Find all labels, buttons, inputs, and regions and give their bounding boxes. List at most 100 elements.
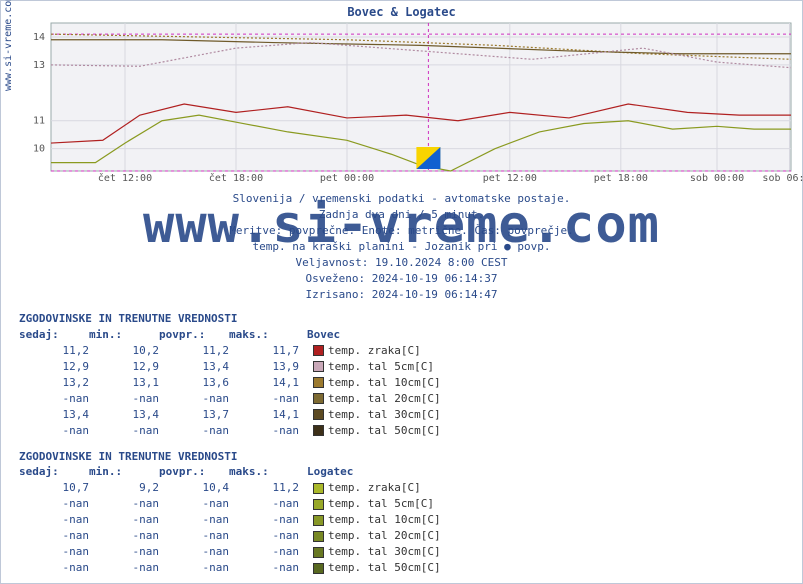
x-tick-label: pet 18:00: [594, 173, 648, 184]
table-row: 11,210,211,211,7temp. zraka[C]: [19, 343, 441, 359]
series-label: temp. tal 30cm[C]: [328, 407, 441, 423]
caption-line: Veljavnost: 19.10.2024 8:00 CEST: [1, 255, 802, 271]
table-row: -nan-nan-nan-nantemp. tal 20cm[C]: [19, 528, 441, 544]
table-cell: 14,1: [229, 407, 299, 423]
series-swatch: [313, 483, 324, 494]
table-col-header: povpr.:: [159, 464, 229, 480]
table-cell: -nan: [159, 544, 229, 560]
svg-text:14: 14: [33, 32, 45, 43]
table-cell: -nan: [229, 496, 299, 512]
caption-block: Slovenija / vremenski podatki - avtomats…: [1, 191, 802, 303]
table-cell: 13,4: [19, 407, 89, 423]
table-header-row: sedaj:min.:povpr.:maks.:Bovec: [19, 327, 441, 343]
table-cell: -nan: [229, 560, 299, 576]
series-label: temp. zraka[C]: [328, 343, 421, 359]
table-title: ZGODOVINSKE IN TRENUTNE VREDNOSTI: [19, 311, 441, 327]
series-label: temp. tal 20cm[C]: [328, 391, 441, 407]
table-cell: 13,6: [159, 375, 229, 391]
caption-line: Slovenija / vremenski podatki - avtomats…: [1, 191, 802, 207]
table-station-label: Logatec: [299, 464, 353, 480]
table-cell: -nan: [19, 496, 89, 512]
series-label: temp. tal 20cm[C]: [328, 528, 441, 544]
data-tables: ZGODOVINSKE IN TRENUTNE VREDNOSTIsedaj:m…: [19, 311, 441, 576]
svg-text:10: 10: [33, 144, 45, 155]
table-row: -nan-nan-nan-nantemp. tal 10cm[C]: [19, 512, 441, 528]
svg-text:13: 13: [33, 60, 45, 71]
caption-line: Izrisano: 2024-10-19 06:14:47: [1, 287, 802, 303]
table-cell: -nan: [159, 528, 229, 544]
table-row: -nan-nan-nan-nantemp. tal 50cm[C]: [19, 423, 441, 439]
table-cell: 11,7: [229, 343, 299, 359]
table-cell: 10,7: [19, 480, 89, 496]
table-col-header: sedaj:: [19, 464, 89, 480]
table-row: -nan-nan-nan-nantemp. tal 5cm[C]: [19, 496, 441, 512]
series-swatch: [313, 361, 324, 372]
table-cell: -nan: [19, 423, 89, 439]
table-cell: -nan: [229, 528, 299, 544]
table-cell: -nan: [159, 560, 229, 576]
table-cell: 13,2: [19, 375, 89, 391]
table-cell: 10,2: [89, 343, 159, 359]
table-cell: -nan: [89, 560, 159, 576]
series-swatch: [313, 515, 324, 526]
table-cell: 14,1: [229, 375, 299, 391]
x-tick-label: pet 00:00: [320, 173, 374, 184]
series-label: temp. tal 50cm[C]: [328, 560, 441, 576]
table-col-header: sedaj:: [19, 327, 89, 343]
table-row: 13,413,413,714,1temp. tal 30cm[C]: [19, 407, 441, 423]
series-swatch: [313, 409, 324, 420]
table-cell: -nan: [89, 391, 159, 407]
table-cell: 13,4: [159, 359, 229, 375]
x-tick-label: čet 18:00: [209, 173, 263, 184]
series-label: temp. tal 30cm[C]: [328, 544, 441, 560]
table-cell: 13,1: [89, 375, 159, 391]
table-header-row: sedaj:min.:povpr.:maks.:Logatec: [19, 464, 441, 480]
table-cell: -nan: [89, 423, 159, 439]
caption-line: temp. na kraški planini - Jozanik pri ● …: [1, 239, 802, 255]
series-swatch: [313, 531, 324, 542]
table-cell: -nan: [19, 391, 89, 407]
table-cell: 11,2: [19, 343, 89, 359]
table-cell: 12,9: [19, 359, 89, 375]
table-cell: 13,7: [159, 407, 229, 423]
caption-line: Meritve: povprečne. Enote: metrične. Čas…: [1, 223, 802, 239]
table-cell: -nan: [89, 512, 159, 528]
table-cell: -nan: [159, 512, 229, 528]
table-cell: -nan: [89, 496, 159, 512]
table-cell: -nan: [89, 528, 159, 544]
table-row: -nan-nan-nan-nantemp. tal 20cm[C]: [19, 391, 441, 407]
table-cell: 10,4: [159, 480, 229, 496]
table-cell: -nan: [159, 391, 229, 407]
line-chart: 10111314: [51, 23, 791, 171]
series-label: temp. zraka[C]: [328, 480, 421, 496]
x-tick-label: sob 00:00: [690, 173, 744, 184]
series-swatch: [313, 393, 324, 404]
caption-line: Osveženo: 2024-10-19 06:14:37: [1, 271, 802, 287]
table-col-header: maks.:: [229, 327, 299, 343]
series-label: temp. tal 50cm[C]: [328, 423, 441, 439]
table-cell: 11,2: [229, 480, 299, 496]
series-swatch: [313, 425, 324, 436]
table-row: 12,912,913,413,9temp. tal 5cm[C]: [19, 359, 441, 375]
table-cell: 13,4: [89, 407, 159, 423]
table-col-header: povpr.:: [159, 327, 229, 343]
series-swatch: [313, 547, 324, 558]
series-label: temp. tal 10cm[C]: [328, 512, 441, 528]
y-axis-link[interactable]: www.si-vreme.com: [3, 0, 14, 91]
series-label: temp. tal 10cm[C]: [328, 375, 441, 391]
table-cell: 13,9: [229, 359, 299, 375]
series-swatch: [313, 345, 324, 356]
chart-title: Bovec & Logatec: [1, 1, 802, 19]
series-swatch: [313, 499, 324, 510]
series-swatch: [313, 563, 324, 574]
table-title: ZGODOVINSKE IN TRENUTNE VREDNOSTI: [19, 449, 441, 465]
table-cell: 12,9: [89, 359, 159, 375]
x-tick-label: čet 12:00: [98, 173, 152, 184]
table-cell: -nan: [159, 423, 229, 439]
table-station-label: Bovec: [299, 327, 340, 343]
table-cell: -nan: [229, 391, 299, 407]
caption-line: Zadnja dva dni / 5 minut.: [1, 207, 802, 223]
series-swatch: [313, 377, 324, 388]
table-row: -nan-nan-nan-nantemp. tal 30cm[C]: [19, 544, 441, 560]
x-tick-label: pet 12:00: [483, 173, 537, 184]
